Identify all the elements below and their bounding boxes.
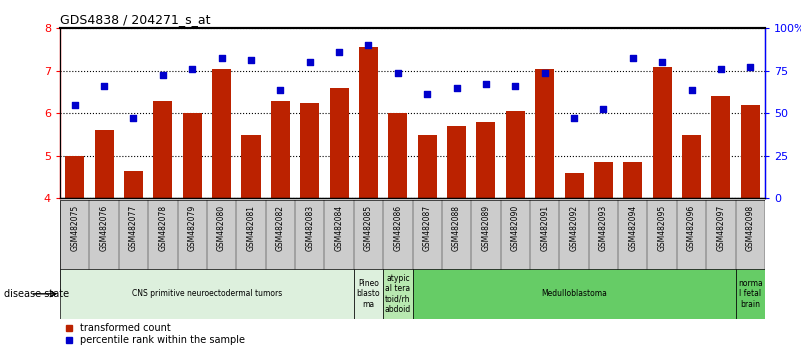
Bar xyxy=(153,101,172,198)
Text: GSM482080: GSM482080 xyxy=(217,205,226,251)
Point xyxy=(186,66,199,72)
Text: GSM482089: GSM482089 xyxy=(481,205,490,251)
Bar xyxy=(535,69,554,198)
Text: GSM482093: GSM482093 xyxy=(599,205,608,251)
Point xyxy=(244,57,257,63)
Text: GSM482088: GSM482088 xyxy=(452,205,461,251)
Text: Medulloblastoma: Medulloblastoma xyxy=(541,289,607,298)
Bar xyxy=(565,173,584,198)
Text: GSM482075: GSM482075 xyxy=(70,205,79,251)
Bar xyxy=(653,67,672,198)
Point xyxy=(538,70,551,76)
Point xyxy=(597,106,610,112)
Bar xyxy=(271,101,290,198)
Point xyxy=(744,64,757,69)
Bar xyxy=(741,105,760,198)
Point xyxy=(626,55,639,61)
Bar xyxy=(594,162,613,198)
Point xyxy=(274,87,287,93)
Text: GSM482098: GSM482098 xyxy=(746,205,755,251)
Text: GDS4838 / 204271_s_at: GDS4838 / 204271_s_at xyxy=(60,13,211,26)
Point xyxy=(480,81,493,86)
Text: GSM482087: GSM482087 xyxy=(423,205,432,251)
Point xyxy=(332,49,345,55)
Text: GSM482079: GSM482079 xyxy=(187,205,197,251)
Bar xyxy=(95,130,114,198)
Text: GSM482082: GSM482082 xyxy=(276,205,285,251)
Text: CNS primitive neuroectodermal tumors: CNS primitive neuroectodermal tumors xyxy=(132,289,282,298)
Bar xyxy=(212,69,231,198)
Bar xyxy=(383,269,413,319)
Bar xyxy=(124,171,143,198)
Point xyxy=(656,59,669,65)
Point xyxy=(568,115,581,120)
Bar xyxy=(359,47,378,198)
Bar xyxy=(413,269,735,319)
Point xyxy=(98,83,111,88)
Bar xyxy=(447,126,466,198)
Point xyxy=(450,85,463,91)
Text: GSM482083: GSM482083 xyxy=(305,205,314,251)
Text: GSM482084: GSM482084 xyxy=(335,205,344,251)
Text: GSM482081: GSM482081 xyxy=(247,205,256,251)
Bar xyxy=(623,162,642,198)
Bar xyxy=(711,96,731,198)
Text: atypic
al tera
toid/rh
abdoid: atypic al tera toid/rh abdoid xyxy=(384,274,411,314)
Point xyxy=(304,59,316,65)
Bar xyxy=(682,135,701,198)
Bar xyxy=(241,135,260,198)
Bar xyxy=(388,113,408,198)
Point xyxy=(392,70,405,76)
Bar xyxy=(505,111,525,198)
Text: GSM482086: GSM482086 xyxy=(393,205,402,251)
Bar xyxy=(354,269,383,319)
Text: GSM482097: GSM482097 xyxy=(716,205,726,251)
Bar xyxy=(329,88,348,198)
Bar xyxy=(300,103,320,198)
Text: GSM482095: GSM482095 xyxy=(658,205,666,251)
Bar xyxy=(183,113,202,198)
Point xyxy=(127,115,140,120)
Bar xyxy=(65,156,84,198)
Bar xyxy=(477,122,496,198)
Point xyxy=(215,55,228,61)
Text: Pineo
blasto
ma: Pineo blasto ma xyxy=(356,279,380,309)
Text: GSM482090: GSM482090 xyxy=(511,205,520,251)
Text: GSM482076: GSM482076 xyxy=(99,205,109,251)
Point xyxy=(421,91,433,97)
Bar xyxy=(417,135,437,198)
Point xyxy=(509,83,521,88)
Text: GSM482092: GSM482092 xyxy=(570,205,578,251)
Point xyxy=(68,102,81,108)
Text: GSM482085: GSM482085 xyxy=(364,205,373,251)
Text: disease state: disease state xyxy=(4,289,69,299)
Point xyxy=(362,42,375,48)
Text: GSM482077: GSM482077 xyxy=(129,205,138,251)
Point xyxy=(156,72,169,78)
Text: norma
l fetal
brain: norma l fetal brain xyxy=(738,279,763,309)
Text: GSM482091: GSM482091 xyxy=(540,205,549,251)
Point xyxy=(714,66,727,72)
Bar xyxy=(735,269,765,319)
Text: GSM482096: GSM482096 xyxy=(687,205,696,251)
Legend: transformed count, percentile rank within the sample: transformed count, percentile rank withi… xyxy=(65,324,245,346)
Bar xyxy=(60,269,354,319)
Text: GSM482078: GSM482078 xyxy=(159,205,167,251)
Text: GSM482094: GSM482094 xyxy=(628,205,638,251)
Point xyxy=(685,87,698,93)
